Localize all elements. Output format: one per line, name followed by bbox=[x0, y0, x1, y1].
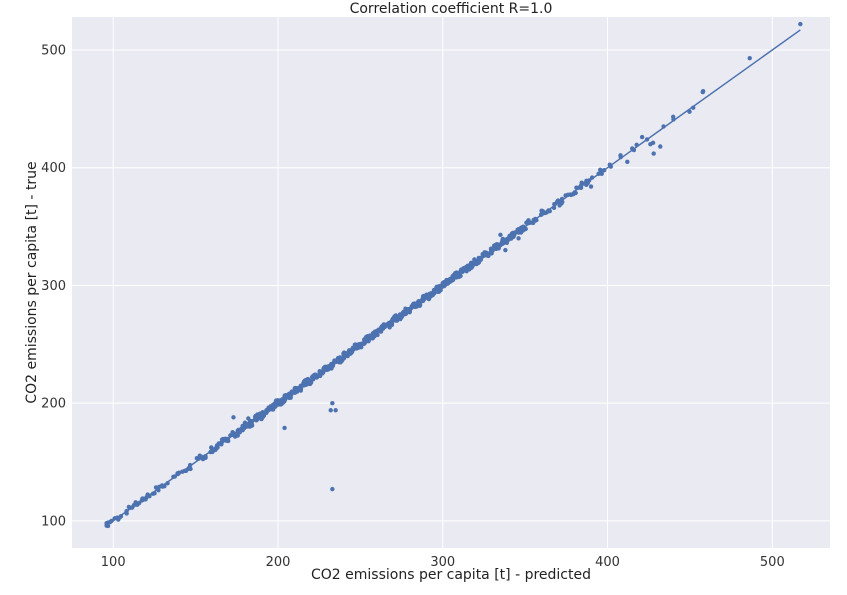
y-tick-label: 500 bbox=[41, 43, 66, 58]
data-point bbox=[747, 55, 752, 61]
x-axis-label: CO2 emissions per capita [t] - predicted bbox=[311, 567, 591, 583]
data-point bbox=[648, 141, 653, 147]
y-axis-ticks: 100 200 300 400 500 bbox=[41, 43, 66, 529]
y-tick-label: 400 bbox=[41, 161, 66, 176]
outlier-point bbox=[246, 416, 251, 421]
data-point bbox=[639, 134, 645, 140]
outlier-point bbox=[333, 408, 338, 413]
outlier-point bbox=[330, 400, 335, 406]
y-axis-label: CO2 emissions per capita [t] - true bbox=[24, 161, 40, 403]
y-tick-label: 300 bbox=[41, 279, 66, 294]
x-tick-label: 400 bbox=[595, 555, 620, 570]
outlier-point bbox=[231, 415, 236, 420]
x-axis-ticks: 100 200 300 400 500 bbox=[101, 555, 785, 570]
outlier-point bbox=[625, 159, 630, 165]
x-tick-label: 300 bbox=[430, 555, 455, 570]
outlier-point bbox=[658, 144, 663, 149]
outlier-point bbox=[588, 184, 594, 189]
outlier-point bbox=[282, 425, 287, 431]
outlier-point bbox=[328, 408, 333, 413]
data-point bbox=[153, 485, 159, 490]
outlier-point bbox=[330, 486, 335, 492]
data-point bbox=[798, 21, 803, 27]
data-point bbox=[700, 88, 706, 94]
outlier-point bbox=[516, 236, 521, 241]
outlier-point bbox=[498, 232, 503, 238]
fit-line bbox=[104, 29, 801, 528]
outlier-point bbox=[503, 247, 508, 253]
chart-title: Correlation coefficient R=1.0 bbox=[350, 1, 553, 17]
y-tick-label: 100 bbox=[41, 514, 66, 529]
y-tick-label: 200 bbox=[41, 397, 66, 412]
x-tick-label: 200 bbox=[266, 555, 291, 570]
x-tick-label: 500 bbox=[760, 555, 785, 570]
x-tick-label: 100 bbox=[101, 555, 126, 570]
outlier-point bbox=[651, 151, 656, 156]
